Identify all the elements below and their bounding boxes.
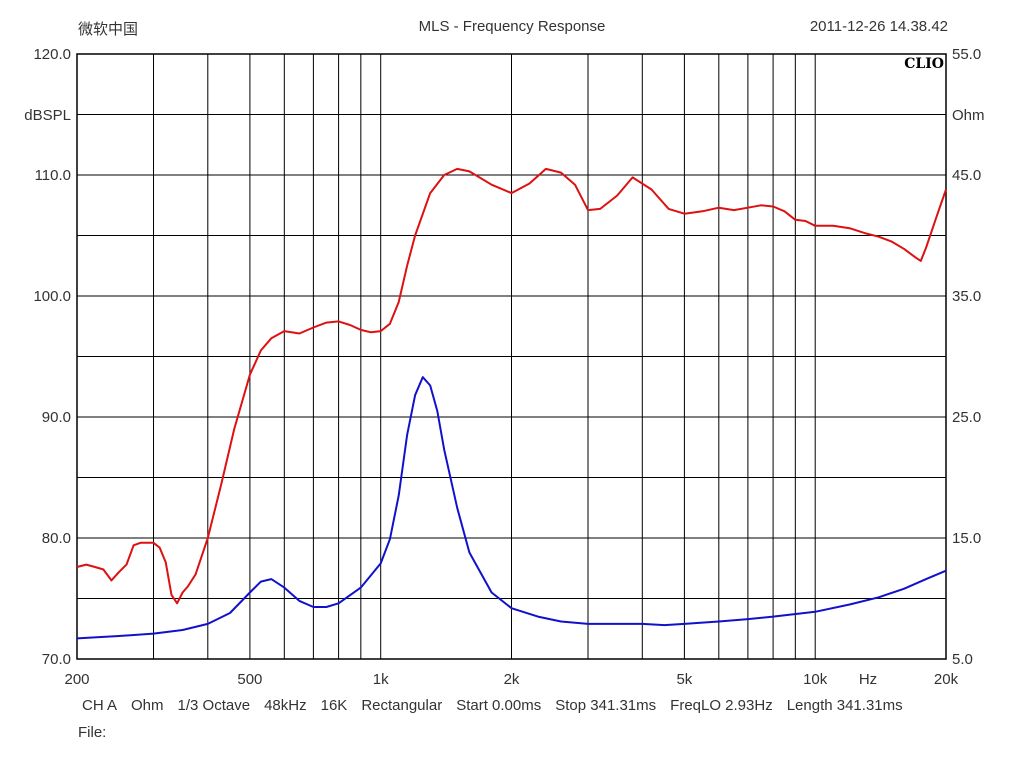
chart-labels: 70.0 80.0 90.0 100.0 110.0 120.0 5.0 15.0 25.0 35… xyxy=(24,46,984,688)
clio-logo: CLIO xyxy=(904,56,944,72)
y-right-tick-label: 5.0 xyxy=(952,651,973,668)
plot-frame xyxy=(76,53,947,660)
y-right-tick-label: 45.0 xyxy=(952,167,981,184)
x-axis-unit-label: Hz xyxy=(859,671,877,688)
y-left-tick-label: 100.0 xyxy=(33,288,71,305)
header-company: 微软中国 xyxy=(78,21,139,38)
x-tick-label: 10k xyxy=(803,671,828,688)
footer-setting: Stop 341.31ms xyxy=(555,697,657,714)
chart-grid xyxy=(76,53,947,660)
y-left-tick-label: 120.0 xyxy=(33,46,71,63)
x-tick-label: 20k xyxy=(934,671,959,688)
x-tick-label: 2k xyxy=(504,671,520,688)
x-tick-label: 200 xyxy=(64,671,89,688)
x-tick-label: 500 xyxy=(237,671,262,688)
x-tick-label: 1k xyxy=(373,671,389,688)
y-left-tick-label: 90.0 xyxy=(42,409,71,426)
x-tick-label: 5k xyxy=(676,671,692,688)
file-label: File: xyxy=(78,724,107,741)
y-left-tick-label: 110.0 xyxy=(35,167,71,184)
impedance-curve xyxy=(76,376,947,640)
chart-title: MLS - Frequency Response xyxy=(418,18,606,35)
y-left-tick-label: 80.0 xyxy=(42,530,71,547)
footer-setting: Start 0.00ms xyxy=(456,697,542,714)
footer-setting: FreqLO 2.93Hz xyxy=(670,697,773,714)
y-left-tick-label: 70.0 xyxy=(42,651,71,668)
y-right-axis-label: Ohm xyxy=(952,107,985,124)
y-left-axis-label: dBSPL xyxy=(24,107,71,124)
header-timestamp: 2011-12-26 14.38.42 xyxy=(809,18,948,35)
footer-setting: Ohm xyxy=(131,697,164,714)
frequency-response-chart: 70.0 80.0 90.0 100.0 110.0 120.0 5.0 15.0 25.0 35… xyxy=(24,46,984,688)
chart-curves xyxy=(76,167,947,640)
footer-setting: 1/3 Octave xyxy=(177,697,251,714)
spl-curve xyxy=(76,167,947,605)
y-right-tick-label: 25.0 xyxy=(952,409,981,426)
footer-setting: CH A xyxy=(82,697,118,714)
footer-setting: Length 341.31ms xyxy=(786,697,903,714)
y-right-tick-label: 55.0 xyxy=(952,46,981,63)
y-right-tick-label: 15.0 xyxy=(952,530,981,547)
footer-setting: 48kHz xyxy=(264,697,307,714)
footer-setting: Rectangular xyxy=(361,697,443,714)
footer-setting: 16K xyxy=(320,697,348,714)
y-right-tick-label: 35.0 xyxy=(952,288,981,305)
measurement-settings-bar: CH A Ohm 1/3 Octave 48kHz 16K Rectangular Star… xyxy=(82,697,917,714)
